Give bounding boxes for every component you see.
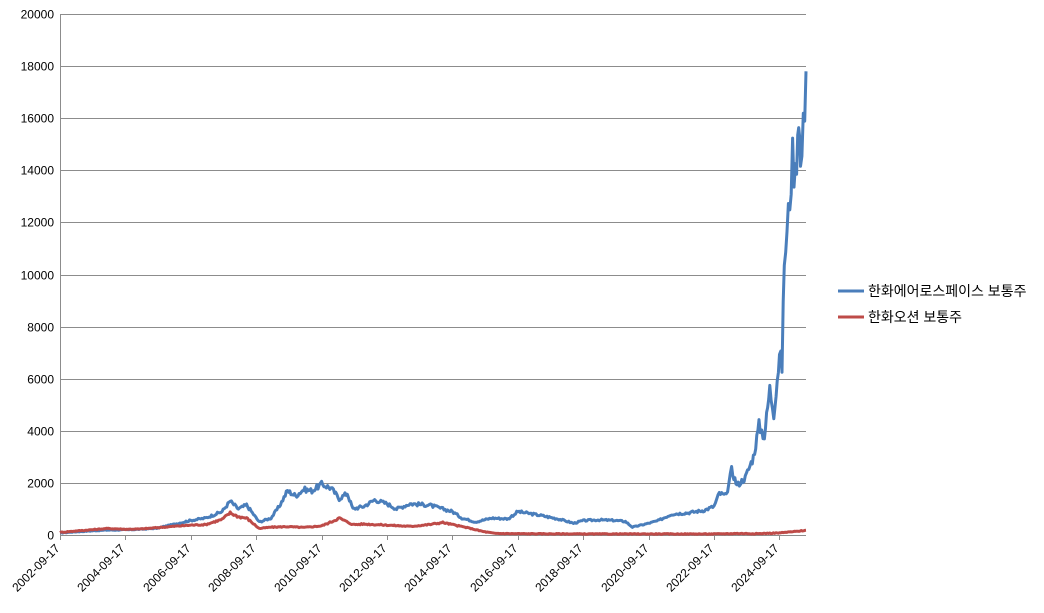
y-tick-label: 0 — [47, 529, 54, 543]
legend-label: 한화에어로스페이스 보통주 — [868, 283, 1027, 299]
y-tick-label: 18000 — [21, 60, 55, 74]
series-lines — [59, 71, 808, 536]
legend-item: 한화에어로스페이스 보통주 — [838, 283, 1027, 299]
legend-label: 한화오션 보통주 — [868, 309, 962, 325]
y-tick-label: 20000 — [21, 8, 55, 22]
y-tick-label: 6000 — [27, 373, 54, 387]
y-tick-label: 16000 — [21, 112, 55, 126]
legend-item: 한화오션 보통주 — [838, 309, 962, 325]
y-tick-label: 10000 — [21, 269, 55, 283]
y-tick-label: 4000 — [27, 425, 54, 439]
series-line-1 — [59, 510, 807, 536]
y-tick-label: 14000 — [21, 164, 55, 178]
gridlines — [60, 14, 806, 484]
series-line-0 — [59, 71, 808, 535]
y-tick-label: 2000 — [27, 477, 54, 491]
y-tick-label: 12000 — [21, 216, 55, 230]
y-tick-label: 8000 — [27, 321, 54, 335]
